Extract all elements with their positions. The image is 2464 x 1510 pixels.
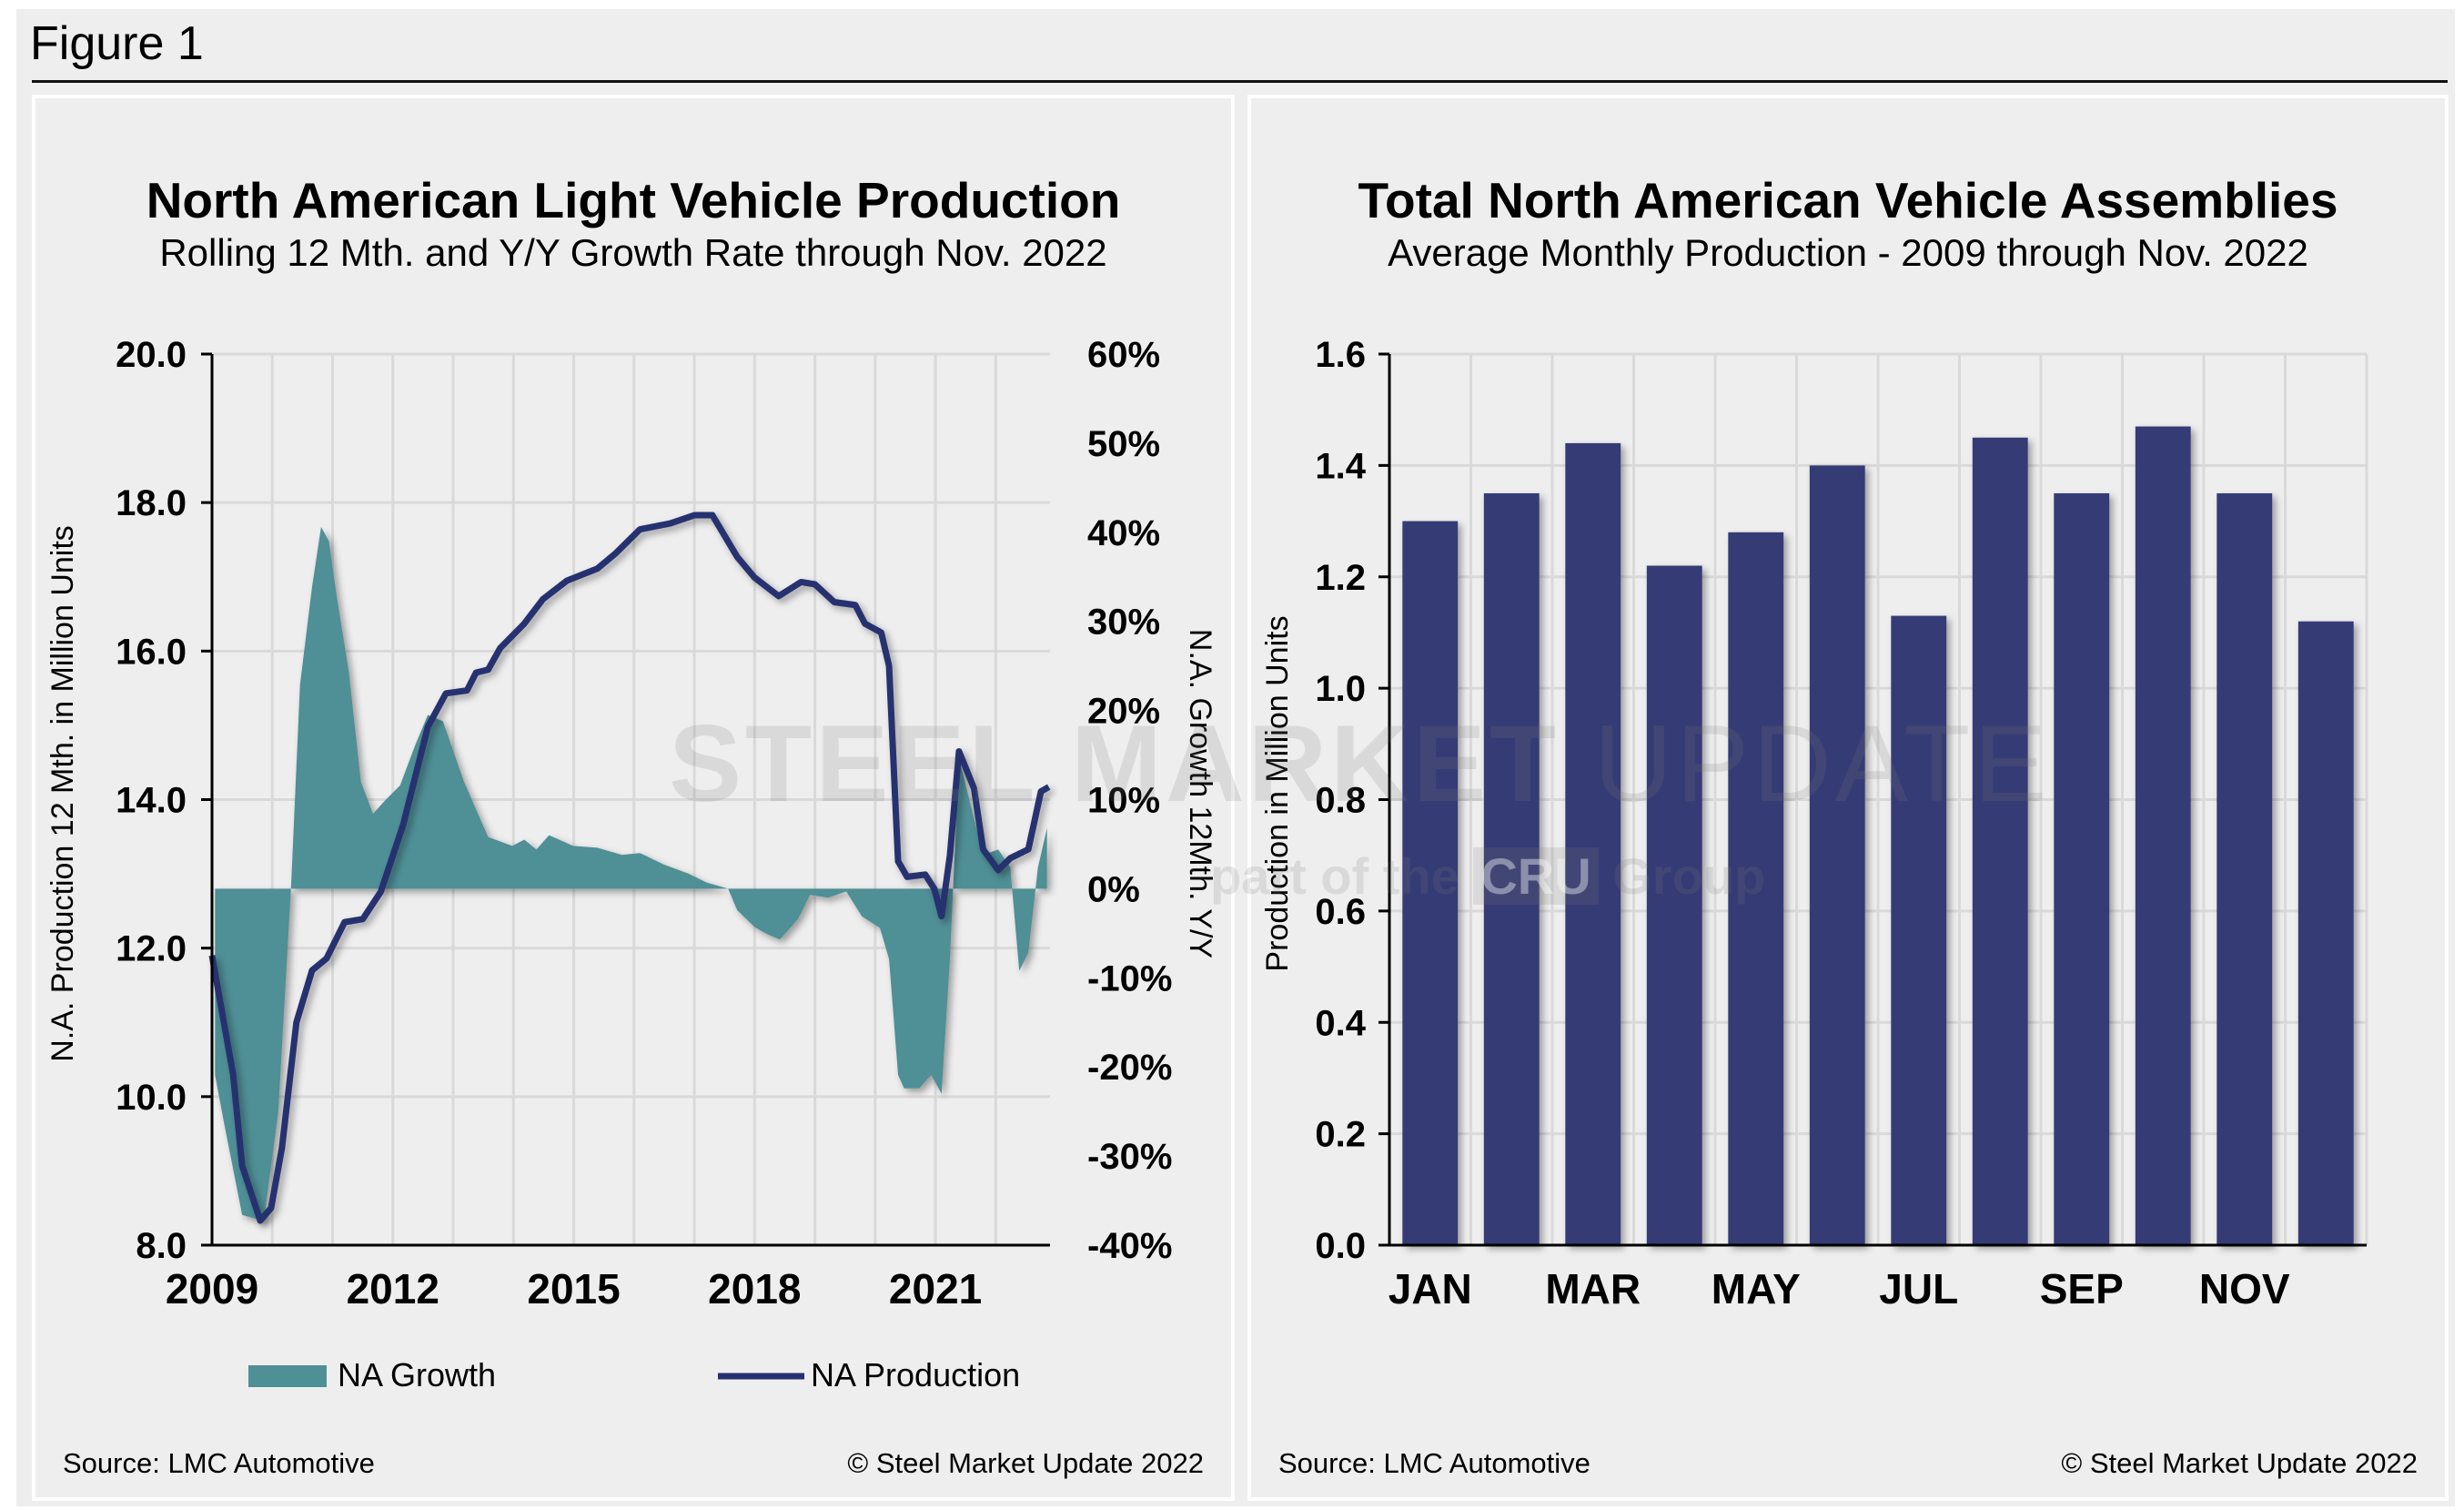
left-xtick-label: 2015 xyxy=(527,1265,620,1312)
right-axis-tick-label: 30% xyxy=(1087,603,1160,643)
right-ytick-label: 1.2 xyxy=(1315,558,1366,598)
right-axis-tick-label: 40% xyxy=(1087,513,1160,553)
bar-nov xyxy=(2217,492,2273,1245)
right-copyright: © Steel Market Update 2022 xyxy=(2061,1447,2418,1479)
right-ytick-label: 0.2 xyxy=(1315,1115,1366,1155)
right-ytick-label: 1.0 xyxy=(1315,669,1366,709)
right-axis-tick-label: 60% xyxy=(1087,335,1160,375)
left-ytick-label: 12.0 xyxy=(116,929,187,969)
right-ytick-label: 1.6 xyxy=(1315,335,1366,375)
na-growth-area xyxy=(215,526,1047,1221)
bar-jan xyxy=(1402,521,1459,1245)
left-ytick-label: 10.0 xyxy=(116,1078,187,1118)
right-chart-title: Total North American Vehicle Assemblies xyxy=(1358,172,2338,228)
right-axis-tick-label: 10% xyxy=(1087,781,1160,821)
right-axis-tick-label: 50% xyxy=(1087,424,1160,464)
left-ytick-label: 8.0 xyxy=(136,1226,187,1266)
right-ytick-label: 1.4 xyxy=(1315,446,1366,486)
left-yaxis-title: N.A. Production 12 Mth. in Million Units xyxy=(45,525,80,1062)
right-axis-tick-label: 0% xyxy=(1087,869,1140,909)
legend-label-na-production: NA Production xyxy=(811,1356,1020,1393)
left-ytick-label: 20.0 xyxy=(116,335,187,375)
right-xtick-label: MAR xyxy=(1545,1265,1641,1312)
legend-swatch-na-growth xyxy=(248,1365,327,1387)
right-axis-tick-label: 20% xyxy=(1087,692,1160,732)
bar-oct xyxy=(2135,426,2191,1245)
right-axis-tick-label: -10% xyxy=(1087,958,1172,998)
left-xtick-label: 2021 xyxy=(889,1265,982,1312)
bar-jul xyxy=(1891,615,1947,1245)
right-xtick-label: SEP xyxy=(2040,1265,2124,1312)
bar-apr xyxy=(1646,565,1702,1245)
right-axis-tick-label: -40% xyxy=(1087,1226,1172,1266)
left-ytick-label: 14.0 xyxy=(116,781,187,821)
bar-dec xyxy=(2297,621,2354,1245)
right-ytick-label: 0.8 xyxy=(1315,781,1366,821)
bar-feb xyxy=(1483,492,1540,1245)
bar-may xyxy=(1728,532,1784,1245)
bar-sep xyxy=(2054,492,2110,1245)
right-xtick-label: NOV xyxy=(2199,1265,2290,1312)
right-ytick-label: 0.6 xyxy=(1315,892,1366,932)
right-chart-subtitle: Average Monthly Production - 2009 throug… xyxy=(1388,231,2308,274)
left-ytick-label: 18.0 xyxy=(116,483,187,523)
left-xtick-label: 2009 xyxy=(166,1265,258,1312)
right-axis-tick-label: -30% xyxy=(1087,1137,1172,1177)
left-ytick-label: 16.0 xyxy=(116,632,187,672)
left-chart-title: North American Light Vehicle Production xyxy=(146,172,1121,228)
right-xtick-label: JAN xyxy=(1389,1265,1472,1312)
bar-jun xyxy=(1809,465,1865,1245)
bar-aug xyxy=(1972,437,2028,1245)
right-yaxis-title: N.A. Growth 12Mth. Y/Y xyxy=(1183,629,1217,958)
right-axis-tick-label: -20% xyxy=(1087,1048,1172,1088)
title-rule xyxy=(32,80,2448,83)
na-production-line xyxy=(208,512,1051,1224)
right-ytick-label: 0.0 xyxy=(1315,1226,1366,1266)
figure-title: Figure 1 xyxy=(30,17,204,70)
right-xtick-label: MAY xyxy=(1712,1265,1801,1312)
right-ytick-label: 0.4 xyxy=(1315,1003,1366,1043)
left-copyright: © Steel Market Update 2022 xyxy=(847,1447,1204,1479)
left-source: Source: LMC Automotive xyxy=(63,1447,375,1479)
bar-mar xyxy=(1565,442,1621,1245)
right-source: Source: LMC Automotive xyxy=(1278,1447,1590,1479)
left-xtick-label: 2012 xyxy=(347,1265,439,1312)
left-chart-subtitle: Rolling 12 Mth. and Y/Y Growth Rate thro… xyxy=(159,231,1107,274)
right-xtick-label: JUL xyxy=(1879,1265,1958,1312)
left-xtick-label: 2018 xyxy=(708,1265,801,1312)
right-chart-yaxis-title: Production in Million Units xyxy=(1260,615,1295,971)
legend-label-na-growth: NA Growth xyxy=(338,1356,496,1393)
